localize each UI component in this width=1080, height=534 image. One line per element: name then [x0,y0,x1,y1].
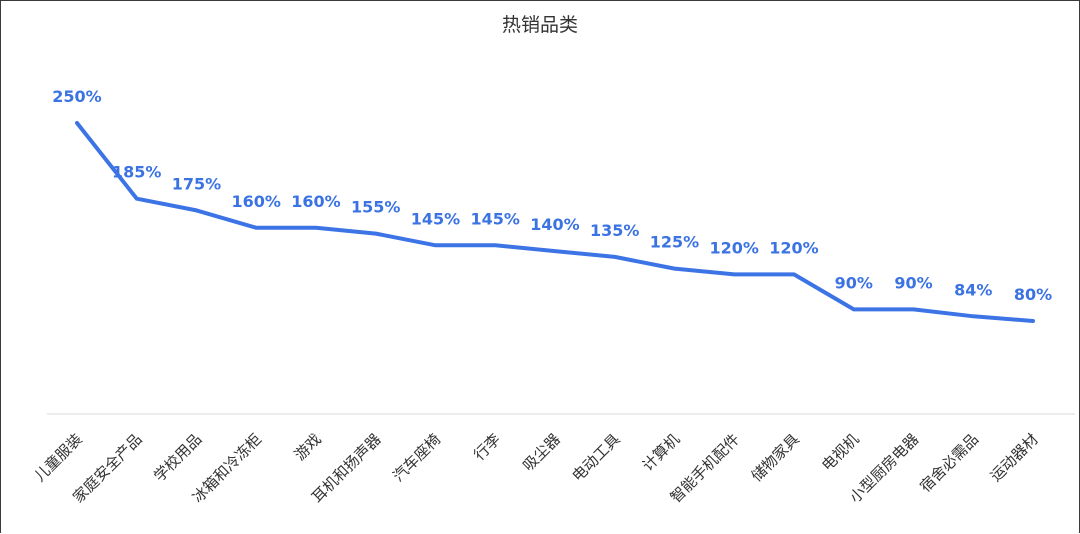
x-tick-label: 游戏 [291,430,325,464]
data-label: 80% [1014,285,1052,304]
x-tick-label: 运动器材 [987,430,1042,485]
x-tick-label: 学校用品 [150,430,205,485]
data-label: 90% [894,273,932,292]
data-label: 84% [954,280,992,299]
data-label: 155% [351,198,400,217]
data-label: 185% [112,163,161,182]
data-label: 135% [590,221,639,240]
x-tick-label: 宿舍必需品 [916,430,982,496]
data-label: 120% [769,238,818,257]
data-label: 125% [650,233,699,252]
data-label: 145% [471,209,520,228]
data-label: 90% [835,273,873,292]
data-label: 120% [710,238,759,257]
x-tick-label: 汽车座椅 [389,430,444,485]
x-tick-label: 行李 [470,430,504,464]
drop-lines [76,123,1034,384]
x-tick-label: 计算机 [639,430,684,475]
x-tick-label: 储物家具 [748,430,803,485]
data-label: 145% [411,209,460,228]
data-labels: 250% 185% 175% 160% 160% 155% 145% 145% 140% 135%… [52,87,1052,304]
series-line [75,121,1035,323]
chart-title: 热销品类 [502,14,578,36]
x-tick-label: 儿童服装 [31,430,86,485]
data-label: 160% [232,192,281,211]
data-label: 250% [52,87,101,106]
data-label: 175% [172,174,221,193]
data-label: 160% [291,192,340,211]
x-tick-label: 吸尘器 [519,430,564,475]
x-tick-label: 电视机 [818,430,863,475]
data-label: 140% [530,215,579,234]
x-tick-label: 电动工具 [568,430,623,485]
